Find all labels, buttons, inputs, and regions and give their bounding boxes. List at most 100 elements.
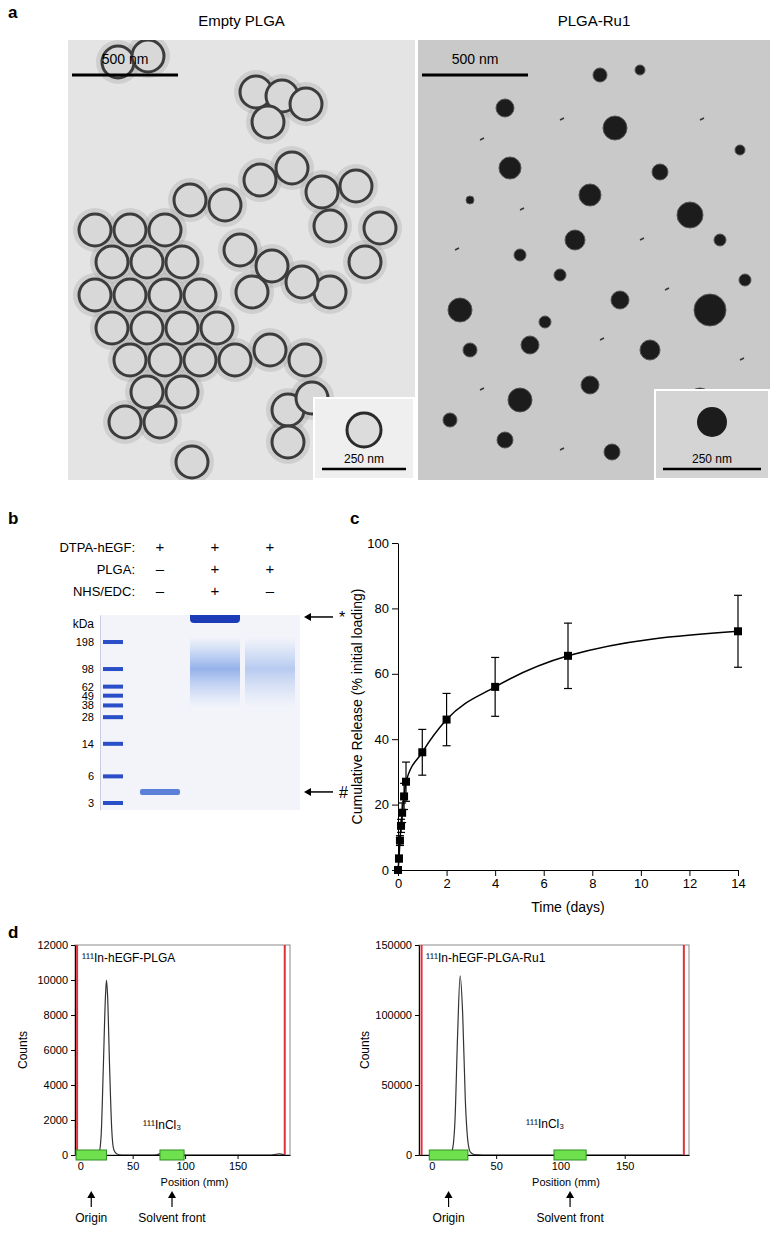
tick-mark bbox=[415, 1085, 419, 1086]
tick: 0 bbox=[406, 1149, 419, 1161]
particle bbox=[349, 246, 381, 278]
image-title: Empty PLGA bbox=[198, 12, 285, 29]
y-axis-title: Counts bbox=[358, 1031, 372, 1069]
particle bbox=[131, 376, 163, 408]
particle bbox=[496, 99, 514, 117]
particle bbox=[443, 413, 457, 427]
particle bbox=[96, 246, 128, 278]
region-label: Solvent front bbox=[138, 1211, 206, 1225]
speck bbox=[520, 208, 524, 210]
ladder-band bbox=[103, 640, 123, 644]
line bbox=[432, 976, 683, 1155]
particle bbox=[79, 279, 111, 311]
x-axis-title: Position (mm) bbox=[161, 1176, 229, 1188]
tick-label: 150 bbox=[229, 1160, 247, 1172]
region-label: Origin bbox=[433, 1211, 465, 1225]
particle bbox=[184, 344, 216, 376]
particle bbox=[508, 388, 532, 412]
particle bbox=[114, 344, 146, 376]
tick-mark bbox=[71, 980, 75, 981]
tick-label: 60 bbox=[375, 666, 389, 681]
particle bbox=[166, 246, 198, 278]
marker bbox=[398, 809, 406, 817]
tick-mark bbox=[71, 1085, 75, 1086]
particle bbox=[209, 189, 241, 221]
line bbox=[80, 980, 285, 1155]
tick-label: 20 bbox=[375, 797, 389, 812]
particle bbox=[236, 276, 268, 308]
gel-marks bbox=[103, 615, 295, 805]
plate-boundary bbox=[683, 945, 685, 1155]
particle bbox=[276, 152, 308, 184]
particle bbox=[109, 406, 141, 438]
ladder-band bbox=[103, 667, 123, 671]
tick: 50 bbox=[127, 1155, 139, 1172]
smear bbox=[245, 637, 295, 707]
particle bbox=[347, 413, 381, 447]
tick-mark bbox=[71, 1015, 75, 1016]
well-band bbox=[190, 615, 240, 623]
speck bbox=[665, 288, 669, 290]
particle-halo bbox=[334, 164, 378, 208]
tick-mark bbox=[71, 1050, 75, 1051]
x-axis-title: Position (mm) bbox=[532, 1176, 600, 1188]
particle bbox=[499, 157, 521, 179]
particle-halo bbox=[308, 204, 352, 248]
gel bbox=[100, 615, 300, 810]
inset-scale-bar bbox=[322, 468, 406, 471]
row-label: PLGA: bbox=[97, 562, 135, 577]
ladder-band bbox=[103, 801, 123, 805]
tick-label: 28 bbox=[82, 711, 94, 723]
annotation: * bbox=[339, 609, 345, 626]
ladder-band bbox=[103, 694, 123, 698]
particle bbox=[174, 184, 206, 216]
scale-bar bbox=[422, 74, 528, 77]
plot-frame bbox=[419, 945, 689, 1155]
lane-sign: + bbox=[266, 560, 275, 577]
particle bbox=[306, 176, 338, 208]
speck bbox=[600, 338, 604, 340]
error-bar bbox=[418, 729, 426, 775]
particle bbox=[554, 269, 566, 281]
tick: 100 bbox=[367, 536, 398, 551]
ladder-band bbox=[103, 742, 123, 746]
error-bar bbox=[397, 819, 405, 832]
speck bbox=[480, 138, 484, 140]
particle bbox=[340, 170, 372, 202]
tick: 6 bbox=[88, 770, 100, 782]
speck bbox=[560, 118, 564, 120]
tick: 98 bbox=[82, 663, 100, 675]
panel-d-plot: 050100150050000100000150000OriginSolvent… bbox=[358, 939, 690, 1225]
panel-a: aEmpty PLGA500 nm250 nmPLGA-Ru1500 nm250… bbox=[8, 3, 770, 484]
y-axis-title: Cumulative Release (% initial loading) bbox=[349, 589, 365, 825]
particle bbox=[581, 376, 599, 394]
particle bbox=[640, 340, 660, 360]
tick-label: 6000 bbox=[44, 1044, 68, 1056]
image-background bbox=[68, 40, 415, 480]
tick-label: 50000 bbox=[381, 1079, 412, 1091]
tick-label: 100 bbox=[367, 536, 389, 551]
lane-sign: + bbox=[266, 538, 275, 555]
arrow-head bbox=[304, 788, 311, 796]
tick-label: 0 bbox=[429, 1160, 435, 1172]
tick: 12000 bbox=[37, 939, 75, 951]
marker bbox=[395, 855, 403, 863]
tick: 100000 bbox=[375, 1009, 419, 1021]
tick: 4 bbox=[492, 870, 499, 891]
plate-boundary bbox=[421, 945, 423, 1155]
arrow-head bbox=[168, 1191, 176, 1198]
inset bbox=[314, 398, 414, 479]
tick-label: 0 bbox=[78, 1160, 84, 1172]
tick: 6000 bbox=[44, 1044, 75, 1056]
axis-line bbox=[75, 946, 76, 1156]
tick-label: 10000 bbox=[37, 974, 68, 986]
tick-label: 14 bbox=[731, 876, 745, 891]
tick-label: 4 bbox=[492, 876, 499, 891]
y-axis: 050000100000150000 bbox=[375, 939, 419, 1161]
particle bbox=[635, 65, 645, 75]
tick: 6 bbox=[541, 870, 548, 891]
marker bbox=[400, 792, 408, 800]
tick-label: 10 bbox=[634, 876, 648, 891]
tem-image bbox=[418, 40, 770, 480]
tick-label: 100 bbox=[552, 1160, 570, 1172]
